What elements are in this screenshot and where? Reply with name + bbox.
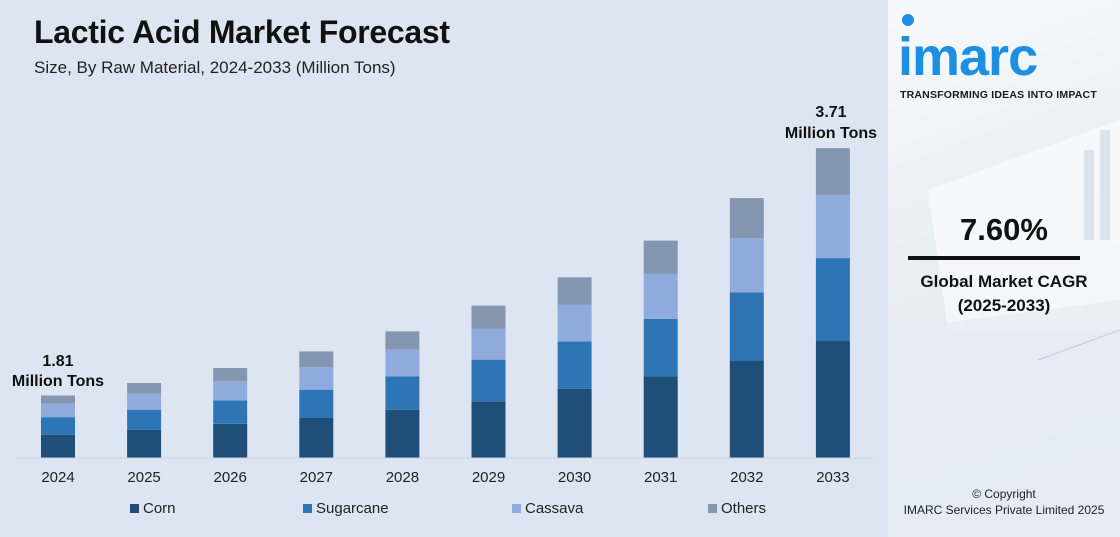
- bar-2033-corn: [815, 340, 850, 458]
- cagr-value: 7.60%: [960, 212, 1048, 247]
- bar-2025-cassava: [127, 393, 162, 410]
- legend-item-others: Others: [708, 500, 766, 517]
- legend-swatch: [512, 504, 521, 513]
- bar-2029-corn: [471, 401, 506, 458]
- x-tick-label-2024: 2024: [41, 469, 74, 486]
- labels-layer: 2024 2025 2026 2027 2028 2029 2030 2031 2032 2033: [41, 469, 849, 486]
- legend-swatch: [303, 504, 312, 513]
- bar-2033-others: [815, 148, 850, 195]
- x-tick-label-2025: 2025: [127, 469, 160, 486]
- chart-panel: Lactic Acid Market Forecast Size, By Raw…: [0, 0, 888, 537]
- chart-legend: Corn Sugarcane Cassava Others: [0, 500, 888, 522]
- stacked-bar-chart: 2024 2025 2026 2027 2028 2029 2030 2031 2032 2033…: [12, 104, 877, 486]
- bar-2024-others: [41, 395, 75, 404]
- bar-2030-cassava: [557, 304, 592, 342]
- bar-2031-cassava: [643, 273, 678, 319]
- bar-2024-sugarcane: [41, 417, 75, 435]
- bar-2029-sugarcane: [471, 359, 506, 402]
- cagr-divider: [908, 256, 1080, 260]
- bar-2031-sugarcane: [643, 318, 678, 377]
- bar-2024-cassava: [41, 403, 75, 418]
- bar-2033-sugarcane: [815, 258, 850, 341]
- chart-subtitle: Size, By Raw Material, 2024-2033 (Millio…: [34, 58, 396, 77]
- cagr-label: Global Market CAGR (2025-2033): [888, 270, 1120, 318]
- x-tick-label-2033: 2033: [816, 469, 849, 486]
- bar-2025-others: [127, 383, 162, 394]
- bar-2028-sugarcane: [385, 376, 420, 410]
- bar-2031-corn: [643, 376, 678, 458]
- bar-2027-cassava: [299, 367, 334, 390]
- legend-label: Cassava: [525, 500, 584, 517]
- bar-2032-cassava: [729, 238, 764, 293]
- legend-item-cassava: Cassava: [512, 500, 583, 517]
- cagr-label-line2: (2025-2033): [957, 296, 1051, 315]
- bar-2032-others: [729, 198, 764, 239]
- bar-2030-sugarcane: [557, 341, 592, 389]
- bars-layer: [41, 148, 850, 458]
- copyright-line2: IMARC Services Private Limited 2025: [903, 503, 1105, 517]
- chart-title: Lactic Acid Market Forecast: [34, 14, 450, 50]
- bar-2030-corn: [557, 388, 592, 458]
- copyright-line1: © Copyright: [972, 487, 1036, 501]
- legend-label: Corn: [143, 500, 176, 517]
- copyright: © Copyright IMARC Services Private Limit…: [888, 486, 1120, 518]
- start-total-unit: Million Tons: [12, 373, 104, 390]
- x-tick-label-2027: 2027: [300, 469, 333, 486]
- legend-item-corn: Corn: [130, 500, 176, 517]
- bar-2027-others: [299, 351, 334, 368]
- bar-2027-corn: [299, 418, 334, 458]
- end-total-value: 3.71: [815, 104, 846, 121]
- legend-swatch: [130, 504, 139, 513]
- end-total-unit: Million Tons: [785, 125, 877, 142]
- bar-2029-others: [471, 305, 506, 329]
- bar-2025-corn: [127, 429, 162, 458]
- start-total-value: 1.81: [42, 353, 73, 370]
- x-tick-label-2030: 2030: [558, 469, 591, 486]
- bar-2028-others: [385, 331, 420, 350]
- logo-dot: [902, 14, 914, 26]
- x-tick-label-2028: 2028: [386, 469, 419, 486]
- bar-2026-sugarcane: [213, 400, 248, 424]
- bar-2026-others: [213, 368, 248, 382]
- legend-swatch: [708, 504, 717, 513]
- legend-item-sugarcane: Sugarcane: [303, 500, 389, 517]
- cagr-label-line1: Global Market CAGR: [920, 272, 1088, 291]
- x-tick-label-2026: 2026: [214, 469, 247, 486]
- bar-2026-cassava: [213, 381, 248, 401]
- bar-2024-corn: [41, 434, 75, 458]
- bar-2026-corn: [213, 423, 248, 458]
- bar-2028-cassava: [385, 349, 420, 377]
- bar-2028-corn: [385, 409, 420, 458]
- x-tick-label-2031: 2031: [644, 469, 677, 486]
- bar-2030-others: [557, 277, 592, 305]
- bar-2029-cassava: [471, 328, 506, 360]
- x-tick-label-2029: 2029: [472, 469, 505, 486]
- logo-tagline: TRANSFORMING IDEAS INTO IMPACT: [900, 89, 1097, 101]
- legend-label: Sugarcane: [316, 500, 389, 517]
- bar-2032-corn: [729, 360, 764, 458]
- x-tick-label-2032: 2032: [730, 469, 763, 486]
- bar-2031-others: [643, 240, 678, 274]
- bar-2027-sugarcane: [299, 389, 334, 418]
- bar-2033-cassava: [815, 194, 850, 259]
- legend-label: Others: [721, 500, 767, 517]
- side-panel: imarc TRANSFORMING IDEAS INTO IMPACT 7.6…: [888, 0, 1120, 537]
- background-graphic: [888, 120, 1120, 537]
- bar-2025-sugarcane: [127, 409, 162, 430]
- bar-2032-sugarcane: [729, 292, 764, 361]
- imarc-logo: imarc: [898, 27, 1038, 87]
